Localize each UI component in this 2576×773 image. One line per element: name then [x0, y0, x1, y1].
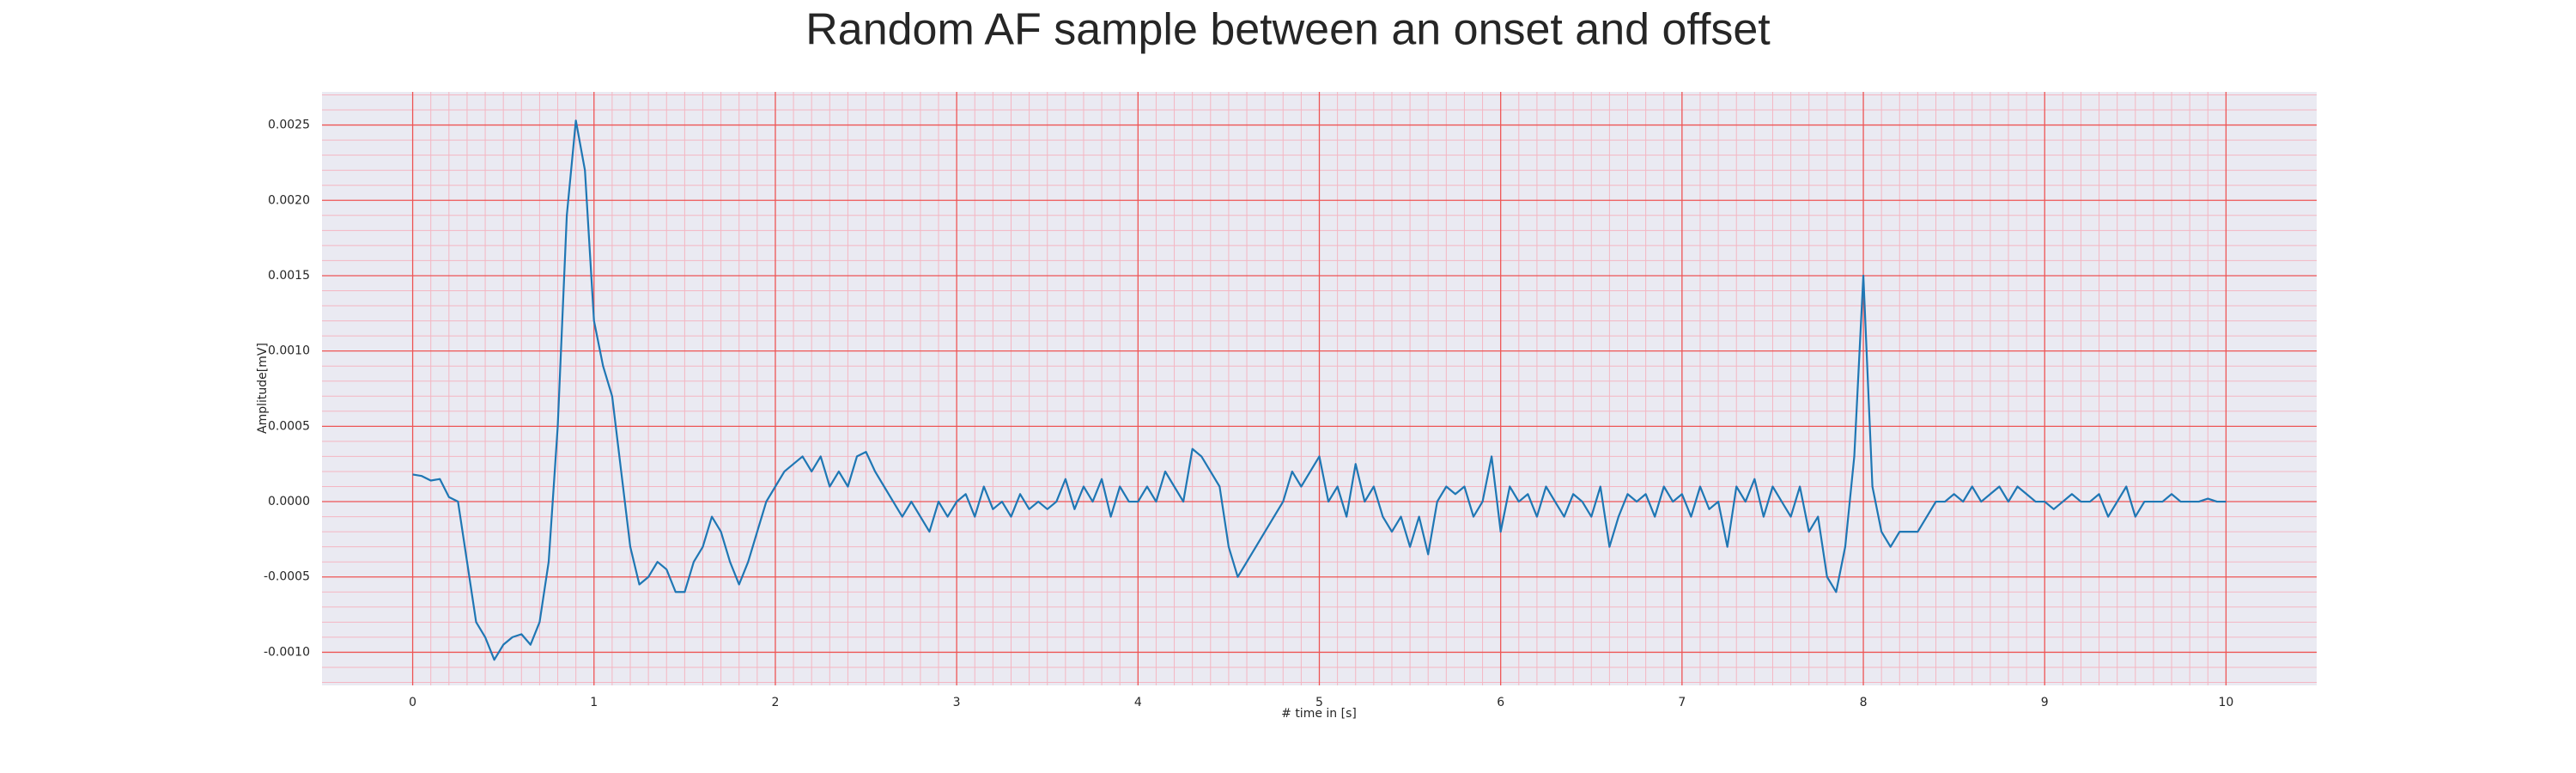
x-tick-label: 2	[771, 696, 779, 709]
x-tick-label: 3	[953, 696, 961, 709]
x-tick-label: 9	[2041, 696, 2049, 709]
x-tick-label: 7	[1678, 696, 1686, 709]
x-tick-label: 1	[590, 696, 598, 709]
x-tick-label: 8	[1860, 696, 1868, 709]
y-tick-label: -0.0010	[264, 645, 310, 659]
y-tick-label: 0.0000	[268, 495, 310, 508]
y-tick-label: -0.0005	[264, 570, 310, 584]
x-axis-label: # time in [s]	[1281, 707, 1357, 721]
x-tick-label: 0	[409, 696, 416, 709]
y-tick-label: 0.0015	[268, 269, 310, 283]
x-tick-label: 5	[1315, 696, 1323, 709]
chart-title: Random AF sample between an onset and of…	[805, 5, 1771, 55]
x-tick-label: 10	[2218, 696, 2233, 709]
y-tick-label: 0.0020	[268, 193, 310, 207]
signal-line	[412, 119, 2227, 661]
y-tick-label: 0.0005	[268, 419, 310, 433]
y-tick-label: 0.0025	[268, 119, 310, 132]
y-tick-label: 0.0010	[268, 344, 310, 358]
y-axis-label: Amplitude[mV]	[256, 343, 270, 434]
x-tick-label: 4	[1134, 696, 1142, 709]
x-tick-label: 6	[1497, 696, 1504, 709]
